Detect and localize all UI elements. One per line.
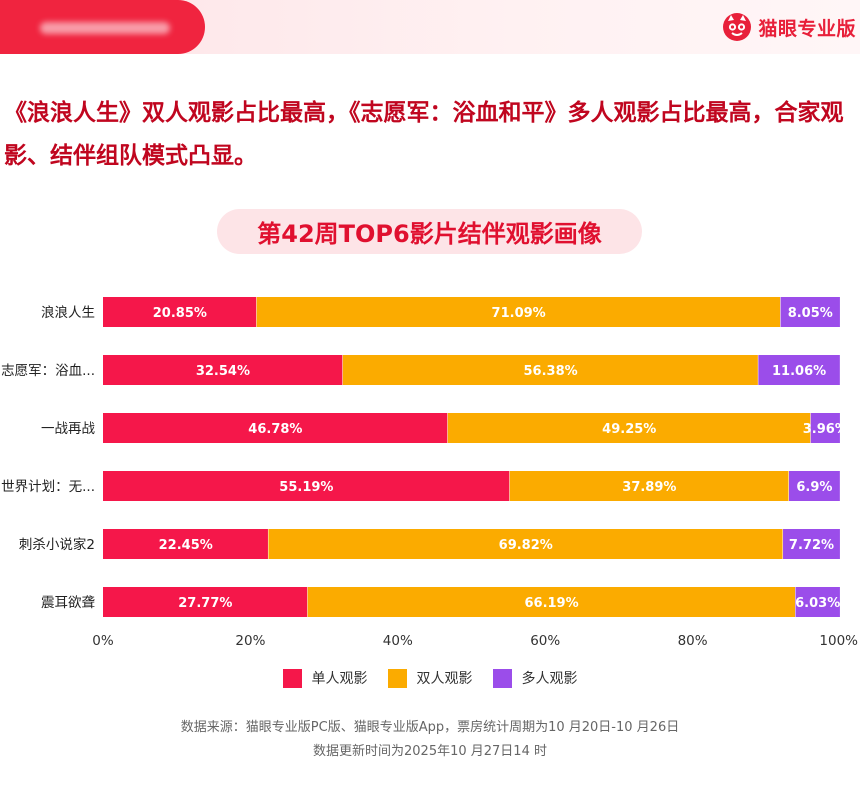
x-tick-label: 20% [235, 633, 265, 649]
category-label: 志愿军：浴血... [1, 363, 95, 379]
bar-segment [810, 413, 840, 443]
data-label: 66.19% [524, 596, 578, 611]
brand: 猫眼专业版 [722, 12, 856, 42]
brand-name: 猫眼专业版 [758, 17, 856, 40]
data-label: 56.38% [524, 364, 578, 379]
category-label: 世界计划：无... [1, 479, 95, 495]
bar-segment [795, 587, 840, 617]
bar-segment [103, 413, 448, 443]
bar-segment [103, 355, 343, 385]
bar-segment [788, 471, 840, 501]
data-label: 69.82% [499, 538, 553, 553]
chart-title: 第42周TOP6影片结伴观影画像 [217, 209, 642, 254]
data-label: 6.9% [796, 480, 832, 495]
category-label: 震耳欲聋 [41, 595, 95, 611]
bar-segment [307, 587, 796, 617]
x-tick-label: 80% [678, 633, 708, 649]
maoyan-cat-logo-icon [723, 13, 752, 41]
bar-segment [103, 529, 269, 559]
bar-segment [268, 529, 784, 559]
data-label: 27.77% [178, 596, 232, 611]
data-label: 20.85% [153, 306, 207, 321]
bar-segment [342, 355, 759, 385]
bar-segment [103, 587, 308, 617]
data-label: 8.05% [788, 306, 833, 321]
legend-swatch-double [387, 668, 407, 688]
data-label: 37.89% [622, 480, 676, 495]
legend-swatch-group [492, 668, 512, 688]
update-note: 数据更新时间为2025年10 月27日14 时 [313, 744, 547, 759]
bar-segment [758, 355, 840, 385]
data-label: 3.96% [803, 422, 848, 437]
data-label: 46.78% [248, 422, 302, 437]
bar-segment [783, 529, 840, 559]
data-label: 7.72% [789, 538, 834, 553]
x-tick-label: 0% [92, 633, 114, 649]
legend-label-single: 单人观影 [311, 671, 368, 687]
legend-item-single: 单人观影 [282, 666, 368, 690]
header-tag [0, 0, 205, 54]
x-tick-label: 100% [819, 633, 858, 649]
data-label: 11.06% [772, 364, 826, 379]
legend-label-group: 多人观影 [521, 671, 578, 687]
chart-legend: 单人观影 双人观影 多人观影 [0, 666, 860, 690]
data-label: 6.03% [795, 596, 840, 611]
x-tick-label: 60% [530, 633, 560, 649]
headline: 《浪浪人生》双人观影占比最高，《志愿军：浴血和平》多人观影占比最高，合家观影、结… [4, 100, 844, 169]
stacked-bar-chart: 浪浪人生 20.85% 71.09% 8.05% 志愿军：浴血... 32.54% 56.3… [1, 297, 858, 649]
bar-segment [103, 297, 257, 327]
category-label: 一战再战 [41, 421, 95, 437]
source-note: 数据来源：猫眼专业版PC版、猫眼专业版App，票房统计周期为10 月20日-10… [180, 720, 680, 735]
x-tick-label: 40% [383, 633, 413, 649]
bar-segment [509, 471, 789, 501]
data-label: 55.19% [279, 480, 333, 495]
bar-segment [780, 297, 840, 327]
header-bar: 猫眼专业版 [0, 0, 860, 54]
data-label: 32.54% [196, 364, 250, 379]
legend-item-group: 多人观影 [492, 666, 578, 690]
data-label: 49.25% [602, 422, 656, 437]
blurred-tag-text [40, 22, 170, 34]
data-label: 22.45% [159, 538, 213, 553]
data-label: 71.09% [492, 306, 546, 321]
bar-segment [103, 471, 510, 501]
legend-swatch-single [282, 668, 302, 688]
bar-segment [256, 297, 781, 327]
category-label: 刺杀小说家2 [19, 536, 95, 553]
bar-segment [447, 413, 811, 443]
legend-label-double: 双人观影 [416, 671, 473, 687]
legend-item-double: 双人观影 [387, 666, 473, 690]
category-label: 浪浪人生 [41, 305, 95, 321]
